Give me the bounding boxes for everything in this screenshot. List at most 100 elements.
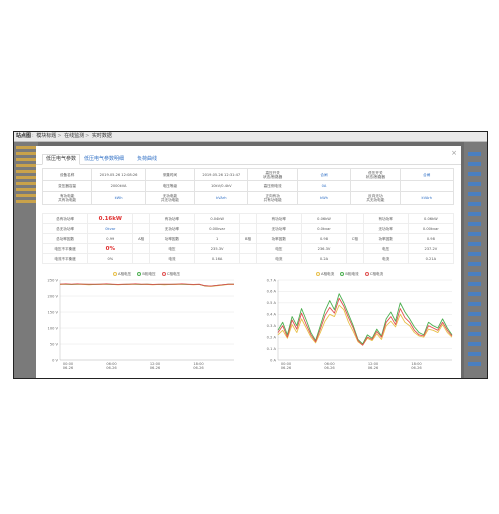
row-action-button[interactable] (468, 262, 481, 266)
row-action-button[interactable] (468, 162, 481, 166)
row-action-button[interactable] (468, 272, 481, 276)
top-bar: 站点图: 模块标题> 在线监测> 实时数据 (14, 132, 487, 142)
param-label: 功率因数 (362, 233, 409, 244)
param-value: 0.0kvar (300, 223, 348, 234)
row-action-button[interactable] (468, 332, 481, 336)
legend-label: C相电压 (166, 272, 181, 276)
tree-folder-icon[interactable] (16, 164, 36, 167)
tree-folder-icon[interactable] (16, 176, 36, 179)
param-value: 0% (87, 253, 134, 264)
param-label: 有功功率 (255, 213, 302, 224)
grid-label: 电压等级 (144, 180, 196, 192)
row-action-button[interactable] (468, 222, 481, 226)
current-chart-legend: A相电流 B相电流 C相电流 (311, 272, 383, 277)
row-action-button[interactable] (468, 182, 481, 186)
current-line-chart: 0.7 A 0.6 A 0.5 A 0.4 A 0.3 A 0.2 A 0.1 A 0 A 00… (267, 278, 453, 370)
x-tick-label: 18:00 (193, 362, 204, 366)
row-action-button[interactable] (468, 152, 481, 156)
row-action-button[interactable] (468, 192, 481, 196)
row-action-button[interactable] (468, 282, 481, 286)
x-tick-label: 06-26 (63, 366, 74, 370)
tree-folder-icon[interactable] (16, 200, 36, 203)
legend-item[interactable]: A相电流 (316, 272, 334, 277)
breadcrumb-item[interactable]: 实时数据 (91, 133, 112, 139)
series-line-2 (277, 293, 453, 345)
grid-value: kVArh (194, 191, 249, 205)
x-tick-label: 06-26 (193, 366, 204, 370)
legend-item[interactable]: B相电流 (340, 272, 359, 277)
legend-item[interactable]: B相电压 (137, 272, 156, 277)
param-value: 0.2A (300, 253, 348, 264)
row-action-button[interactable] (468, 312, 481, 316)
grid-row: 变压器容量 2000kVA 电压等级 10kV/0.4kV 高压侧电流 0A (41, 180, 455, 192)
grid-label: 高压开关 状态/断路器 (247, 168, 298, 181)
legend-item[interactable]: A相电压 (113, 272, 131, 277)
y-tick-label: 0.7 A (267, 278, 277, 282)
row-action-button[interactable] (468, 212, 481, 216)
tree-folder-icon[interactable] (16, 170, 36, 173)
legend-item[interactable]: C相电压 (161, 272, 181, 277)
breadcrumb-item: 站点图 (16, 133, 32, 139)
breadcrumb-separator: : (32, 133, 34, 139)
param-label: 功率因数 (255, 233, 302, 244)
phase-label (346, 213, 364, 224)
row-action-button[interactable] (468, 172, 481, 176)
grid-value: 2000kVA (91, 180, 146, 192)
grid-value: kWh (296, 191, 352, 205)
row-action-button[interactable] (468, 252, 481, 256)
row-action-button[interactable] (468, 202, 481, 206)
grid-label: 有功电能 共有功电能 (41, 191, 93, 205)
row-action-button[interactable] (468, 242, 481, 246)
x-tick-label: 06-26 (281, 366, 292, 370)
param-label: 电流 (362, 253, 409, 264)
tree-folder-icon[interactable] (16, 158, 36, 161)
y-tick-label: 0.6 A (267, 290, 277, 294)
param-label: 电压 (362, 243, 409, 254)
y-tick-label: 100 V (48, 326, 59, 330)
grid-value (399, 180, 455, 192)
phase-label (346, 243, 364, 254)
param-row: 电流不平衡度 0% 电流 0.16A 电流 0.2A 电流 0.21A (41, 253, 455, 264)
y-tick-label: 0 V (52, 358, 58, 362)
background-action-column (464, 142, 487, 378)
row-action-button[interactable] (468, 352, 481, 356)
x-tick-label: 12:00 (150, 362, 161, 366)
tree-folder-icon[interactable] (16, 194, 36, 197)
phase-label (239, 243, 257, 254)
y-tick-label: 0 A (270, 358, 276, 362)
breadcrumb-item[interactable]: 模块标题 (36, 133, 57, 139)
grid-value: 10kV/0.4kV (194, 180, 249, 192)
row-action-button[interactable] (468, 322, 481, 326)
row-action-button[interactable] (468, 302, 481, 306)
param-label: 总有功功率 (41, 213, 89, 224)
param-value: 0.99 (87, 233, 134, 244)
param-label: 电流不平衡度 (41, 253, 89, 264)
param-value: 237.2V (407, 243, 455, 254)
row-action-button[interactable] (468, 362, 481, 366)
x-tick-label: 06:00 (106, 362, 117, 366)
phase-label (132, 223, 150, 234)
voltage-chart-legend: A相电压 B相电压 C相电压 (108, 272, 180, 277)
param-label: 无功功率 (255, 223, 302, 234)
y-tick-label: 250 V (48, 278, 59, 282)
y-tick-label: 0.1 A (267, 347, 277, 351)
row-action-button[interactable] (468, 292, 481, 296)
param-value: 235.3V (194, 243, 241, 254)
close-icon[interactable]: × (451, 149, 457, 157)
tree-folder-icon[interactable] (16, 182, 36, 185)
row-action-button[interactable] (468, 232, 481, 236)
tree-folder-icon[interactable] (16, 152, 36, 155)
x-tick-label: 06-26 (106, 366, 117, 370)
y-tick-label: 50 V (50, 342, 59, 346)
breadcrumb-item[interactable]: 在线监测 (64, 133, 85, 139)
tab-electrical-params[interactable]: 低压电气参数 (42, 154, 81, 165)
breadcrumb-separator: > (57, 133, 62, 139)
tree-folder-icon[interactable] (16, 146, 36, 149)
param-value: 0.98 (300, 233, 348, 244)
tab-load-curve[interactable]: 负荷曲线 (137, 156, 158, 162)
tab-electrical-detail[interactable]: 低压电气参数明细 (84, 156, 125, 162)
tree-folder-icon[interactable] (16, 188, 36, 191)
legend-item[interactable]: C相电流 (364, 272, 383, 277)
grid-value: 2019.05.26 12:31:47 (194, 168, 249, 181)
row-action-button[interactable] (468, 342, 481, 346)
